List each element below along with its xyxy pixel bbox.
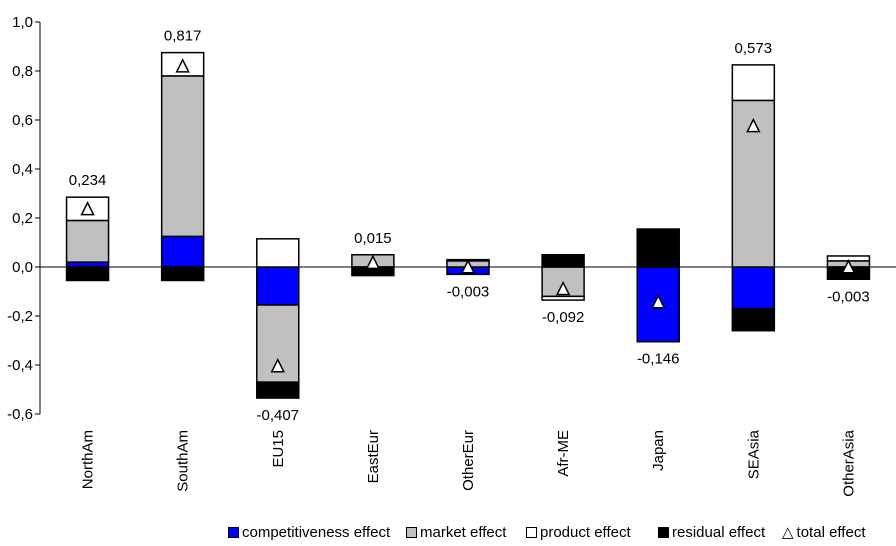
legend-label-total: total effect — [796, 523, 866, 541]
y-tick-label: 0,6 — [12, 112, 33, 129]
y-tick-label: 0,8 — [12, 63, 33, 80]
legend-swatch-product — [526, 526, 537, 538]
x-axis: NorthAm SouthAm EU15 EastEur OtherEur Afr-ME J… — [80, 429, 858, 496]
legend-item-competitiveness: competitiveness effect — [228, 522, 390, 542]
legend-label-residual: residual effect — [672, 523, 766, 541]
bar-segment-market-effect — [65, 219, 110, 263]
bar-segment-competitiveness-effect — [256, 266, 300, 306]
total-effect-marker — [746, 117, 761, 133]
y-tick-label: 0,4 — [12, 161, 33, 178]
total-effect-label: -0,003 — [827, 288, 870, 305]
y-tick-label: 0,2 — [12, 210, 33, 227]
total-effect-label: 0,234 — [69, 172, 107, 189]
bar-segment-residual-effect — [256, 381, 300, 399]
total-effect-label: 0,573 — [735, 40, 773, 57]
x-tick-label: OtherAsia — [840, 429, 857, 496]
total-effect-label: -0,407 — [257, 407, 300, 424]
x-tick-label: EU15 — [270, 430, 287, 468]
y-tick-label: -0,6 — [7, 406, 33, 423]
triangle-icon: △ — [782, 524, 794, 541]
bar-segment-product-effect — [731, 64, 776, 102]
legend-item-residual: residual effect — [658, 522, 765, 542]
legend-swatch-market — [406, 526, 417, 538]
legend-label-competitiveness: competitiveness effect — [242, 523, 391, 541]
total-effect-label: -0,146 — [637, 351, 680, 368]
total-effect-markers: 0,234 0,817 -0,407 0,015 -0,003 -0,092 -0,146 0… — [69, 28, 870, 424]
y-tick-label: -0,4 — [7, 357, 33, 374]
legend-label-product: product effect — [540, 523, 631, 541]
total-effect-label: 0,817 — [164, 28, 202, 45]
total-effect-label: -0,092 — [542, 309, 585, 326]
bars-layer — [65, 51, 871, 399]
total-effect-marker — [841, 259, 856, 274]
legend-swatch-residual — [658, 526, 669, 538]
x-tick-label: SouthAm — [175, 430, 192, 492]
total-effect-marker — [651, 294, 666, 309]
x-tick-label: Japan — [650, 430, 667, 471]
bar-segment-residual-effect — [636, 228, 680, 268]
legend: competitiveness effect market effect pro… — [0, 520, 896, 544]
total-effect-marker — [365, 254, 381, 270]
total-effect-label: -0,003 — [447, 283, 490, 300]
legend-item-product: product effect — [526, 522, 631, 542]
bar-segment-residual-effect — [65, 266, 110, 282]
legend-item-total: △ total effect — [782, 522, 865, 542]
total-effect-marker — [175, 58, 190, 73]
total-effect-marker — [270, 358, 285, 373]
y-axis: -0,6 -0,4 -0,2 0,0 0,2 0,4 0,6 0,8 1,0 — [7, 14, 41, 423]
bar-segment-residual-effect — [160, 266, 205, 282]
y-tick-label: -0,2 — [7, 308, 33, 325]
bar-segment-product-effect — [541, 295, 585, 301]
legend-swatch-competitiveness — [228, 526, 239, 538]
bar-segment-residual-effect — [731, 307, 776, 332]
legend-label-market: market effect — [420, 523, 507, 541]
y-tick-label: 0,0 — [12, 259, 33, 276]
bar-segment-product-effect — [256, 238, 300, 268]
bar-segment-competitiveness-effect — [731, 266, 776, 310]
x-tick-label: Afr-ME — [555, 430, 572, 477]
bar-segment-market-effect — [160, 75, 205, 238]
total-effect-marker — [460, 259, 476, 274]
x-tick-label: EastEur — [365, 430, 382, 483]
total-effect-marker — [555, 280, 571, 296]
x-tick-label: OtherEur — [460, 430, 477, 491]
total-effect-label: 0,015 — [354, 230, 392, 247]
total-effect-marker — [80, 200, 95, 216]
x-tick-label: SEAsia — [745, 429, 762, 479]
bar-segment-competitiveness-effect — [160, 235, 205, 268]
y-tick-label: 1,0 — [12, 14, 33, 31]
x-tick-label: NorthAm — [80, 430, 97, 489]
bar-segment-residual-effect — [541, 254, 585, 268]
legend-item-market: market effect — [406, 522, 506, 542]
